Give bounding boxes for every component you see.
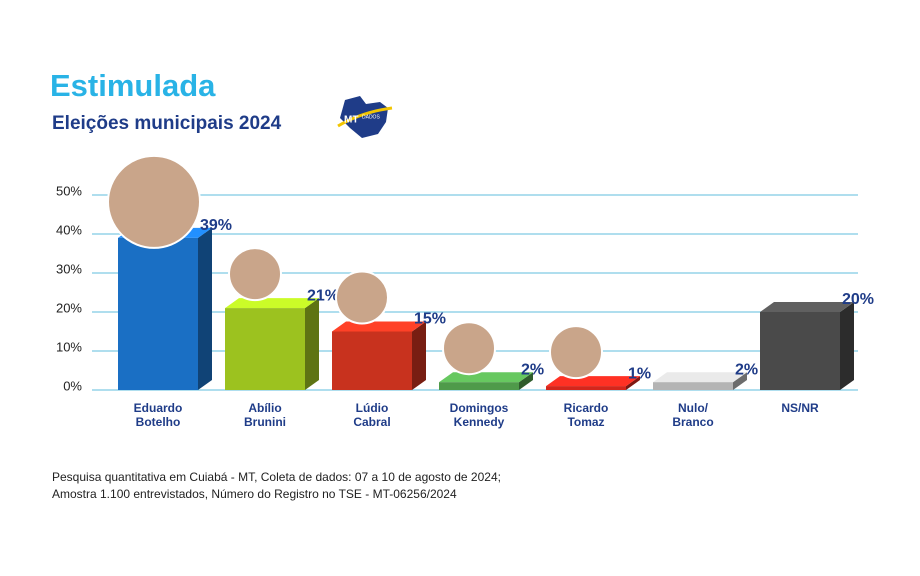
x-tick-label: Eduardo Botelho [133,401,183,429]
bar-side [198,227,212,390]
chart-title: Estimulada [50,68,216,103]
candidate-photo [442,321,496,376]
y-tick-label: 0% [63,378,82,393]
candidate-photo [335,270,389,325]
y-tick-label: 20% [56,300,82,315]
logo-text: DADOS [362,114,380,120]
value-label: 15% [414,311,446,328]
value-label: 21% [307,287,339,304]
value-label: 2% [521,361,544,378]
x-tick-label: NS/NR [781,401,819,415]
candidate-photo [228,247,282,302]
y-tick-label: 50% [56,183,82,198]
x-tick-label: Domingos Kennedy [449,401,509,429]
bar [225,308,305,390]
bar [118,237,198,390]
bar [546,386,626,390]
bar-top [332,321,426,332]
value-label: 2% [735,361,758,378]
bar-top [546,376,640,387]
bar [439,382,519,390]
bar-side [519,372,533,390]
value-label: 20% [842,291,874,308]
chart-subtitle: Eleições municipais 2024 [52,113,282,134]
bar-side [412,321,426,390]
y-tick-label: 10% [56,339,82,354]
x-tick-label: Abílio Brunini [244,401,286,429]
bar-top [439,372,533,383]
bar-top [653,372,747,383]
logo-text: MT [344,115,358,126]
x-tick-label: Ricardo Tomaz [563,401,609,429]
candidate-photo [549,325,603,380]
value-label: 1% [628,365,651,382]
bar [760,312,840,390]
x-tick-label: Lúdio Cabral [353,401,391,429]
footnote: Pesquisa quantitativa em Cuiabá - MT, Co… [52,470,501,484]
logo-swoosh [337,106,393,128]
bar [332,331,412,390]
bar [653,382,733,390]
y-tick-label: 40% [56,222,82,237]
bar-side [733,372,747,390]
x-tick-label: Nulo/ Branco [672,401,714,429]
bar-side [305,298,319,390]
value-label: 39% [200,217,232,234]
logo: MT DADOS [337,96,393,138]
bar-side [626,376,640,390]
logo-map [340,96,388,138]
bar-top [760,302,854,312]
footnote: Amostra 1.100 entrevistados, Número do R… [52,487,457,501]
candidate-photo [107,154,201,249]
bar-top [225,298,319,309]
bar-side [840,302,854,390]
y-tick-label: 30% [56,261,82,276]
